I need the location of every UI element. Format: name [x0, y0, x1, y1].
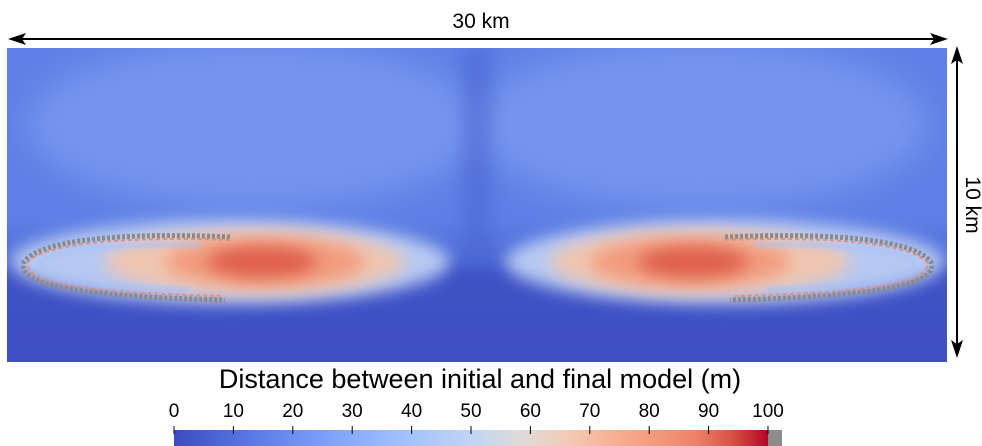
- width-arrow: [8, 33, 948, 45]
- colorbar-tick-label: 60: [519, 401, 541, 422]
- colorbar-tick-label: 90: [698, 401, 720, 422]
- height-label: 10 km: [961, 176, 982, 234]
- distance-field: [7, 48, 947, 362]
- colorbar-tick-label: 30: [341, 401, 363, 422]
- colorbar: [173, 426, 782, 446]
- colorbar-tick-label: 70: [579, 401, 601, 422]
- colorbar-title: Distance between initial and final model…: [218, 364, 742, 394]
- colorbar-tick-label: 10: [222, 401, 244, 422]
- colorbar-tick-label: 0: [168, 401, 180, 422]
- colorbar-tick-label: 20: [282, 401, 304, 422]
- colorbar-above-range-swatch: [768, 430, 782, 446]
- width-label: 30 km: [452, 10, 510, 33]
- colorbar-ticks: [173, 426, 769, 434]
- colorbar-tick-label: 100: [752, 401, 784, 422]
- height-arrow: [951, 46, 963, 358]
- colorbar-tick-label: 50: [460, 401, 482, 422]
- colorbar-tick-label: 80: [638, 401, 660, 422]
- colorbar-tick-label: 40: [401, 401, 423, 422]
